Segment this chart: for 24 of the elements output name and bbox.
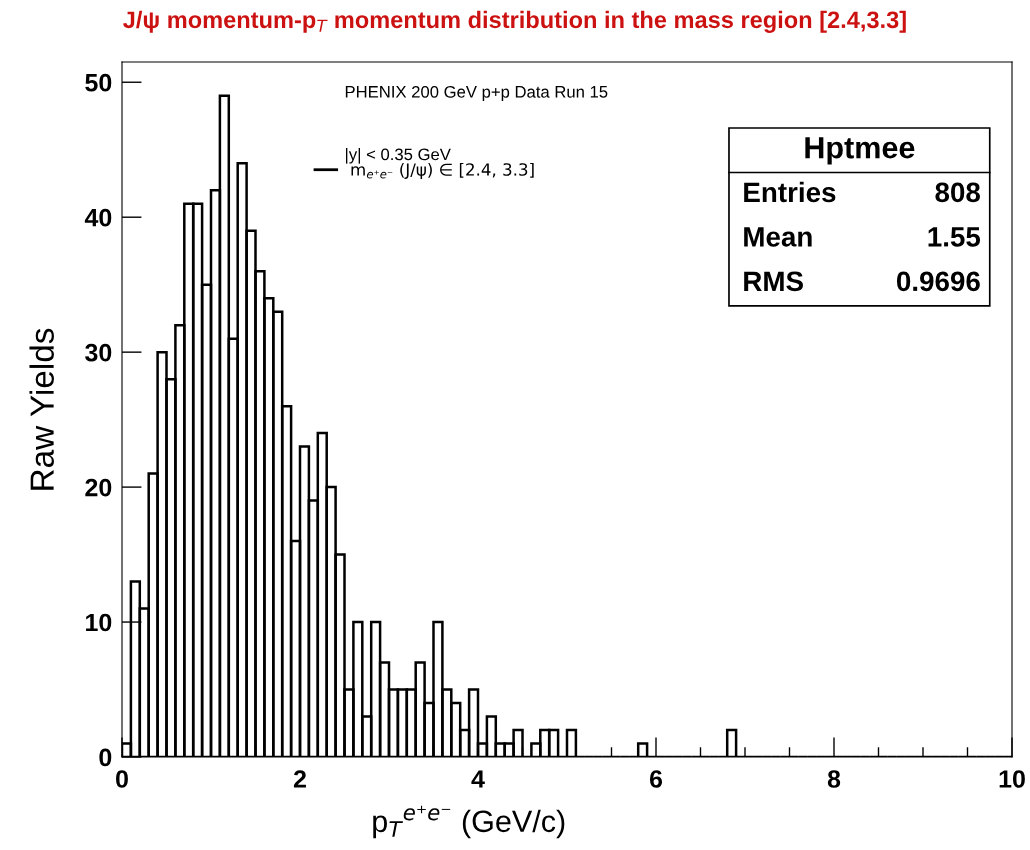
- x-tick-label: 2: [293, 770, 306, 788]
- y-tick-label: 20: [85, 478, 112, 497]
- annotation: 0.9696: [897, 271, 980, 292]
- x-tick-label: 8: [827, 770, 841, 788]
- annotation: Mean: [744, 227, 812, 247]
- annotation: |y| < 0.35 GeV: [345, 148, 451, 164]
- y-axis-title: Raw Yields: [29, 328, 54, 490]
- x-tick-label: 10: [999, 770, 1025, 788]
- y-tick-label: 50: [85, 73, 112, 92]
- y-tick-label: 10: [86, 613, 112, 632]
- y-tick-label: 40: [84, 208, 112, 227]
- annotation: Entries: [744, 181, 836, 203]
- chart-title: J/ψ momentum-p$_{T}$ momentum distribution in the mass region [2.4,3.3]: [123, 10, 906, 33]
- x-axis-title: p$_{T}$$^{e⁺e⁻}$ (GeV/c): [373, 805, 565, 839]
- x-tick-label: 4: [471, 770, 485, 788]
- annotation: RMS: [744, 271, 803, 292]
- y-tick-label: 0: [99, 748, 112, 767]
- annotation: 1.55: [928, 227, 981, 247]
- x-tick-label: 6: [649, 770, 663, 788]
- annotation: Hptmee: [805, 137, 915, 165]
- annotation: 808: [935, 182, 980, 203]
- y-tick-label: 30: [85, 343, 112, 362]
- x-tick-label: 0: [116, 770, 128, 788]
- annotation: PHENIX 200 GeV p+p Data Run 15: [345, 85, 608, 102]
